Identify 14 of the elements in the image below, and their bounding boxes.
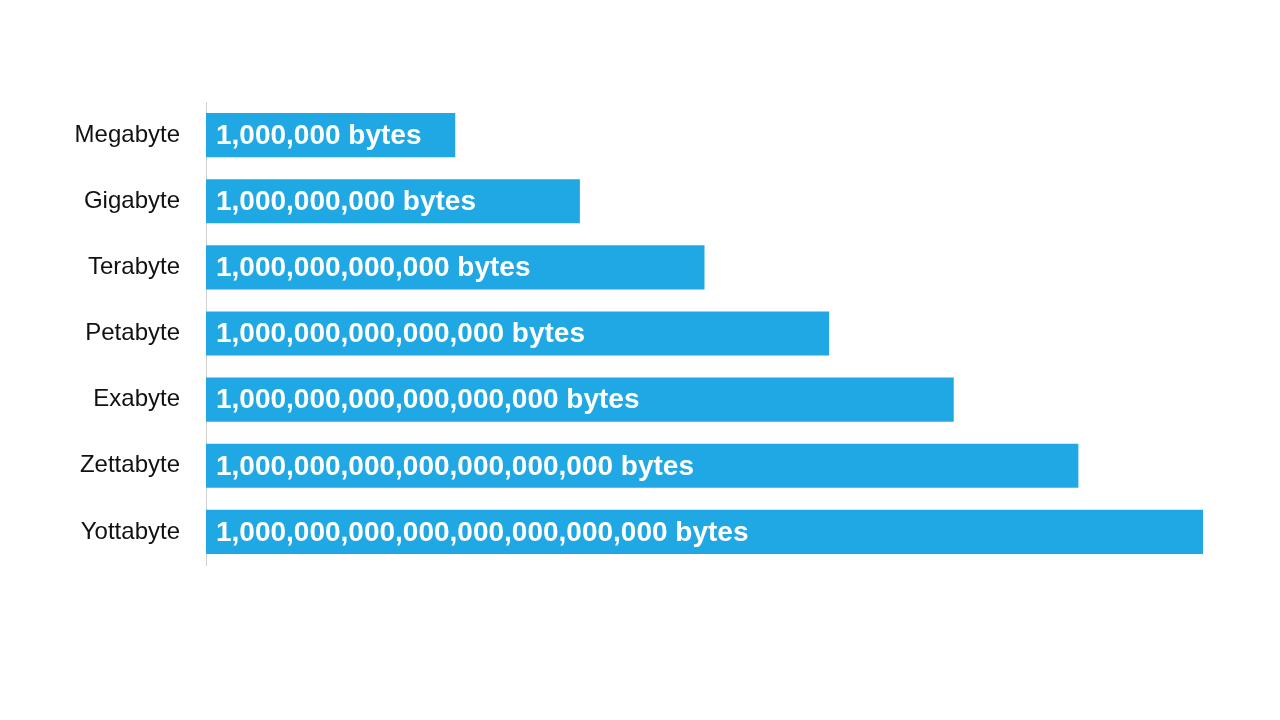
data-label: 1,000,000,000,000,000 bytes <box>216 317 585 349</box>
y-tick-label: Terabyte <box>87 251 180 279</box>
data-label: 1,000,000,000 bytes <box>216 184 476 216</box>
data-label: 1,000,000,000,000,000,000 bytes <box>216 383 640 415</box>
y-tick-label: Yottabyte <box>80 516 180 544</box>
y-tick-label: Megabyte <box>74 119 180 147</box>
data-label: 1,000,000 bytes <box>216 118 422 150</box>
y-tick-label: Petabyte <box>85 318 180 346</box>
data-label: 1,000,000,000,000,000,000,000 bytes <box>216 449 694 481</box>
data-label: 1,000,000,000,000,000,000,000,000 bytes <box>216 515 749 547</box>
y-tick-label: Gigabyte <box>83 185 180 213</box>
y-tick-label: Exabyte <box>93 384 180 412</box>
data-label: 1,000,000,000,000 bytes <box>216 251 531 283</box>
y-tick-label: Zettabyte <box>79 450 180 478</box>
